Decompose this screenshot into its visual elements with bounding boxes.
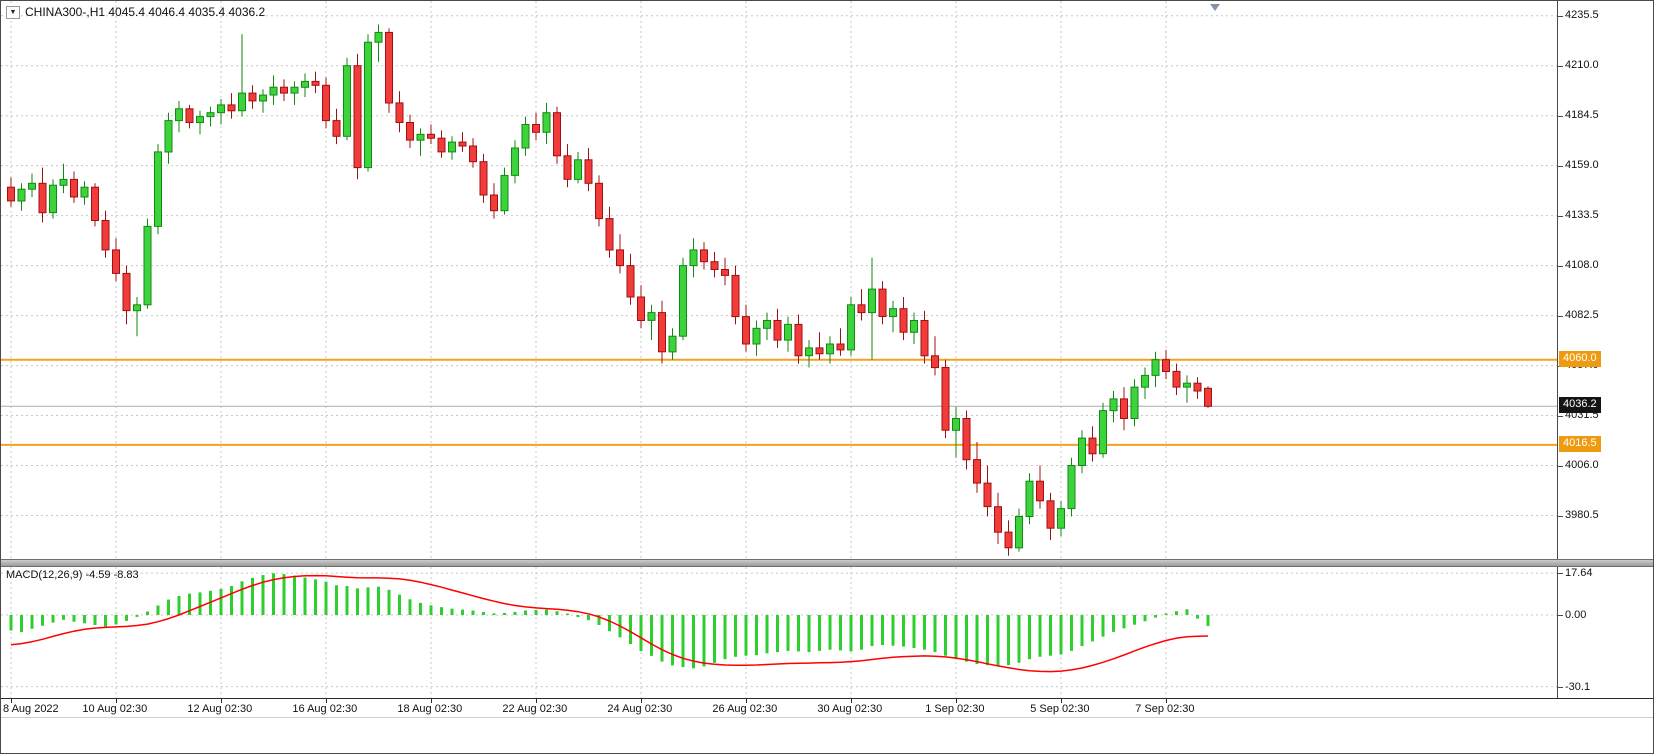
time-tick-label: 16 Aug 02:30 <box>292 703 358 715</box>
chart-dropdown-icon[interactable]: ▼ <box>6 5 20 19</box>
chart-title: CHINA300-,H1 4045.4 4046.4 4035.4 4036.2 <box>25 5 266 19</box>
price-tick-mark <box>1558 315 1563 317</box>
indicator-label: MACD(12,26,9) -4.59 -8.83 <box>6 569 139 581</box>
price-tick-label: 4006.0 <box>1565 458 1599 471</box>
price-tick-mark <box>1558 215 1563 217</box>
shift-marker-icon[interactable] <box>1210 4 1220 11</box>
time-tick-mark <box>11 699 12 703</box>
macd-tick-label: 17.64 <box>1565 567 1593 580</box>
time-tick-mark <box>326 699 327 703</box>
price-scale-divider <box>1557 1 1558 698</box>
time-tick-label: 18 Aug 02:30 <box>397 703 463 715</box>
price-tick-mark <box>1558 265 1563 267</box>
time-tick-label: 24 Aug 02:30 <box>607 703 673 715</box>
time-tick-label: 26 Aug 02:30 <box>712 703 778 715</box>
time-tick-label: 12 Aug 02:30 <box>187 703 253 715</box>
price-tick-label: 4210.0 <box>1565 58 1599 71</box>
time-tick-label: 30 Aug 02:30 <box>817 703 883 715</box>
price-tick-label: 4082.5 <box>1565 308 1599 321</box>
macd-tick-label: 0.00 <box>1565 609 1587 621</box>
price-tick-mark <box>1558 415 1563 417</box>
price-tick-mark <box>1558 115 1563 117</box>
level-price-tag: 4016.5 <box>1559 435 1601 452</box>
time-tick-mark <box>1166 699 1167 703</box>
time-tick-mark <box>746 699 747 703</box>
time-tick-mark <box>221 699 222 703</box>
time-tick-label: 5 Sep 02:30 <box>1030 703 1090 715</box>
time-tick-mark <box>116 699 117 703</box>
price-tick-label: 4235.5 <box>1565 8 1599 21</box>
time-tick-mark <box>1061 699 1062 703</box>
time-tick-label: 10 Aug 02:30 <box>82 703 148 715</box>
price-tick-mark <box>1558 15 1563 17</box>
price-tick-label: 4184.5 <box>1565 108 1599 121</box>
price-tick-label: 4159.0 <box>1565 158 1599 171</box>
price-tick-mark <box>1558 515 1563 517</box>
macd-tick-mark <box>1558 615 1563 616</box>
time-tick-label: 1 Sep 02:30 <box>925 703 985 715</box>
macd-indicator-chart[interactable] <box>1 567 1558 698</box>
price-tick-label: 4133.5 <box>1565 208 1599 221</box>
time-axis[interactable]: 8 Aug 2022 10 Aug 02:30 12 Aug 02:30 16 Aug… <box>1 698 1653 717</box>
time-tick-mark <box>641 699 642 703</box>
time-tick-mark <box>956 699 957 703</box>
bottom-strip <box>1 717 1653 753</box>
macd-tick-label: -30.1 <box>1565 680 1591 693</box>
price-tick-mark <box>1558 165 1563 167</box>
time-tick-mark <box>536 699 537 703</box>
macd-tick-mark <box>1558 573 1563 575</box>
main-price-chart[interactable] <box>1 1 1558 559</box>
bid-price-tag: 4036.2 <box>1559 397 1601 414</box>
price-tick-mark <box>1558 65 1563 67</box>
price-tick-label: 4108.0 <box>1565 258 1599 271</box>
time-tick-label: 7 Sep 02:30 <box>1135 703 1195 715</box>
time-tick-mark <box>851 699 852 703</box>
price-tick-mark <box>1558 465 1563 467</box>
time-tick-mark <box>431 699 432 703</box>
level-price-tag: 4060.0 <box>1559 350 1601 367</box>
price-scale[interactable]: 4060.0 4016.5 4036.2 4235.5 4210.0 4184.5 4… <box>1558 1 1653 698</box>
price-tick-label: 3980.5 <box>1565 508 1599 521</box>
time-tick-label: 8 Aug 2022 <box>3 703 59 715</box>
pane-splitter[interactable] <box>1 559 1653 567</box>
time-tick-label: 22 Aug 02:30 <box>502 703 568 715</box>
macd-tick-mark <box>1558 686 1563 688</box>
chart-title-bar: ▼ CHINA300-,H1 4045.4 4046.4 4035.4 4036… <box>6 5 265 19</box>
